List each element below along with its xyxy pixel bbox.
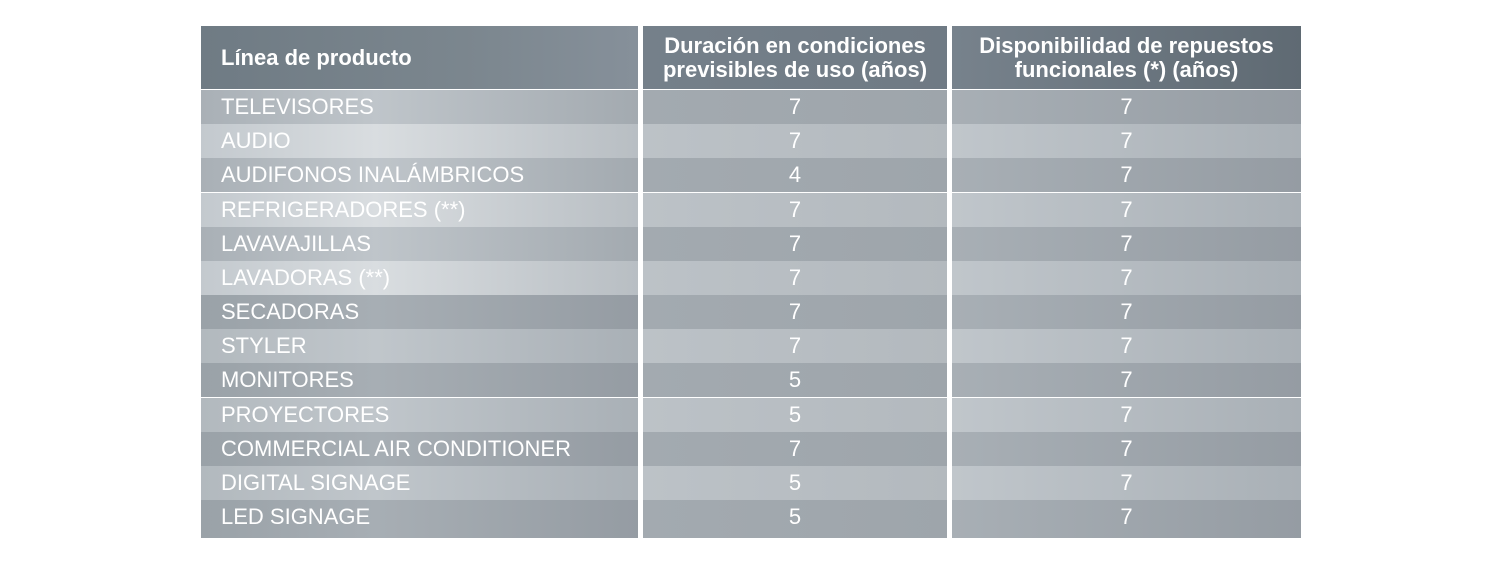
table-cell-duration: 7 — [643, 193, 947, 227]
table-cell-duration: 5 — [643, 500, 947, 538]
header-spare-parts-line-1: Disponibilidad de repuestos — [979, 32, 1274, 58]
table-row-product: AUDIO — [201, 124, 638, 158]
header-duration-line-2: previsibles de uso (años) — [662, 56, 928, 82]
header-product-line-label: Línea de producto — [221, 44, 412, 70]
table-cell-duration: 7 — [643, 432, 947, 466]
table-cell-spares: 7 — [952, 363, 1301, 397]
table-row-product: COMMERCIAL AIR CONDITIONER — [201, 432, 638, 466]
table-cell-duration: 7 — [643, 329, 947, 363]
table-cell-duration: 7 — [643, 261, 947, 295]
table-row-product: SECADORAS — [201, 295, 638, 329]
table-row-product: LED SIGNAGE — [201, 500, 638, 538]
table-cell-spares: 7 — [952, 193, 1301, 227]
spare-parts-column: Disponibilidad de repuestos funcionales … — [952, 26, 1301, 538]
table-row-product: MONITORES — [201, 363, 638, 397]
table-cell-duration: 7 — [643, 227, 947, 261]
table-cell-duration: 5 — [643, 466, 947, 500]
product-line-column: Línea de producto TELEVISORES AUDIO AUDI… — [201, 26, 638, 538]
table-cell-spares: 7 — [952, 466, 1301, 500]
table-cell-spares: 7 — [952, 500, 1301, 538]
table-cell-spares: 7 — [952, 295, 1301, 329]
table-cell-spares: 7 — [952, 227, 1301, 261]
table-cell-spares: 7 — [952, 158, 1301, 192]
table-cell-duration: 5 — [643, 398, 947, 432]
table-row-product: DIGITAL SIGNAGE — [201, 466, 638, 500]
header-spare-parts: Disponibilidad de repuestos funcionales … — [952, 26, 1301, 89]
header-spare-parts-line-2: funcionales (*) (años) — [1014, 56, 1239, 82]
header-duration-label: Duración en condiciones previsibles de u… — [662, 32, 928, 82]
table-cell-spares: 7 — [952, 398, 1301, 432]
table-row-product: REFRIGERADORES (**) — [201, 193, 638, 227]
product-lifetime-table: Línea de producto TELEVISORES AUDIO AUDI… — [201, 26, 1301, 538]
table-cell-spares: 7 — [952, 90, 1301, 124]
table-cell-duration: 4 — [643, 158, 947, 192]
table-row-product: PROYECTORES — [201, 398, 638, 432]
duration-column: Duración en condiciones previsibles de u… — [643, 26, 947, 538]
table-cell-spares: 7 — [952, 124, 1301, 158]
table-cell-spares: 7 — [952, 261, 1301, 295]
header-spare-parts-label: Disponibilidad de repuestos funcionales … — [979, 32, 1274, 82]
table-row-product: LAVADORAS (**) — [201, 261, 638, 295]
header-product-line: Línea de producto — [201, 26, 638, 89]
table-cell-spares: 7 — [952, 432, 1301, 466]
table-cell-duration: 7 — [643, 90, 947, 124]
table-row-product: STYLER — [201, 329, 638, 363]
table-cell-duration: 5 — [643, 363, 947, 397]
header-duration-line-1: Duración en condiciones — [664, 32, 926, 58]
table-row-product: AUDIFONOS INALÁMBRICOS — [201, 158, 638, 192]
table-row-product: LAVAVAJILLAS — [201, 227, 638, 261]
table-cell-duration: 7 — [643, 295, 947, 329]
table-cell-spares: 7 — [952, 329, 1301, 363]
table-row-product: TELEVISORES — [201, 90, 638, 124]
table-cell-duration: 7 — [643, 124, 947, 158]
header-duration: Duración en condiciones previsibles de u… — [643, 26, 947, 89]
